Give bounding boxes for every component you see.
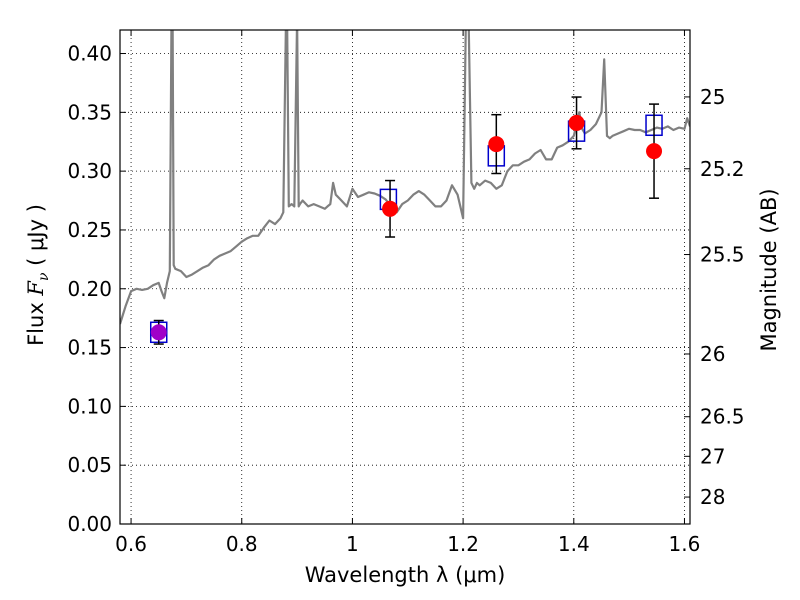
x-tick-label: 1.2 bbox=[447, 532, 479, 556]
y-tick-label: 0.05 bbox=[67, 453, 112, 477]
y2-tick-label: 26.5 bbox=[700, 405, 745, 429]
y-tick-label: 0.15 bbox=[67, 336, 112, 360]
x-tick-label: 1.6 bbox=[669, 532, 701, 556]
y-axis-label-prefix: Flux bbox=[24, 296, 48, 346]
y2-tick-label: 25.2 bbox=[700, 157, 745, 181]
y2-tick-label: 25.5 bbox=[700, 243, 745, 267]
x-axis-label: Wavelength λ (μm) bbox=[305, 563, 506, 587]
observed-data-point bbox=[150, 324, 167, 341]
observed-data-point bbox=[646, 143, 663, 160]
observed-data-point bbox=[568, 114, 585, 131]
x-tick-label: 1 bbox=[346, 532, 359, 556]
observed-data-point bbox=[382, 200, 399, 217]
y2-tick-label: 27 bbox=[700, 444, 725, 468]
y-tick-label: 0.20 bbox=[67, 277, 112, 301]
y2-axis-label: Magnitude (AB) bbox=[757, 188, 781, 351]
y-axis-label-unit: ( μJy ) bbox=[24, 204, 48, 266]
tick-marks bbox=[120, 30, 690, 525]
plot-area bbox=[120, 30, 690, 345]
x-tick-label: 0.8 bbox=[226, 532, 258, 556]
y-tick-label: 0.25 bbox=[67, 218, 112, 242]
y-axis-label-subscript: ν bbox=[36, 272, 52, 281]
y-tick-label: 0.10 bbox=[67, 394, 112, 418]
y-tick-label: 0.30 bbox=[67, 159, 112, 183]
y2-tick-label: 25 bbox=[700, 85, 725, 109]
y-tick-label: 0.40 bbox=[67, 42, 112, 66]
grid bbox=[120, 30, 690, 525]
svg-text:Flux Fν ( μJy ): Flux Fν ( μJy ) bbox=[24, 204, 52, 346]
y-axis-label: Flux Fν ( μJy ) bbox=[24, 204, 52, 346]
y2-tick-label: 28 bbox=[700, 485, 725, 509]
observed-data-point bbox=[488, 136, 505, 153]
y2-tick-label: 26 bbox=[700, 342, 725, 366]
y-tick-label: 0.35 bbox=[67, 100, 112, 124]
y-axis-label-symbol: F bbox=[24, 280, 48, 297]
plot-frame bbox=[119, 29, 691, 525]
x-tick-label: 0.6 bbox=[115, 532, 147, 556]
y-tick-label: 0.00 bbox=[67, 512, 112, 536]
x-tick-label: 1.4 bbox=[558, 532, 590, 556]
